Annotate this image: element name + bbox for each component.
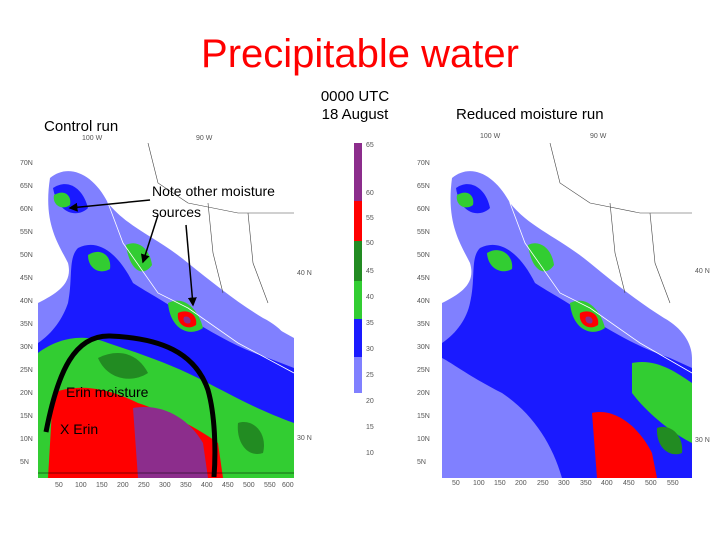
x-tick: 50 — [55, 482, 63, 489]
latitude-tick: 65N — [417, 183, 430, 190]
x-tick: 350 — [580, 480, 592, 487]
reduced-moisture-run-label: Reduced moisture run — [456, 106, 604, 123]
x-tick: 400 — [201, 482, 213, 489]
latitude-tick-right: 30 N — [695, 437, 710, 444]
x-tick: 150 — [494, 480, 506, 487]
colorbar-swatch — [354, 319, 362, 357]
precipitable-water-colorbar — [354, 143, 362, 477]
x-tick: 450 — [623, 480, 635, 487]
control-run-label: Control run — [44, 118, 119, 135]
colorbar-swatch — [354, 393, 362, 477]
latitude-tick: 30N — [417, 344, 430, 351]
colorbar-swatch — [354, 143, 362, 201]
latitude-tick: 65N — [20, 183, 33, 190]
latitude-tick: 5N — [20, 459, 29, 466]
latitude-tick-right: 40 N — [695, 268, 710, 275]
colorbar-label: 40 — [366, 294, 374, 301]
x-tick: 500 — [243, 482, 255, 489]
x-tick: 550 — [264, 482, 276, 489]
latitude-tick: 55N — [20, 229, 33, 236]
arrow-west-source — [68, 199, 151, 212]
longitude-tick: 90 W — [590, 133, 607, 140]
latitude-tick: 50N — [20, 252, 33, 259]
colorbar-swatch — [354, 357, 362, 393]
erin-moisture-label: Erin moisture — [66, 384, 149, 400]
colorbar-label: 25 — [366, 372, 374, 379]
x-tick: 250 — [537, 480, 549, 487]
latitude-tick: 70N — [417, 160, 430, 167]
valid-time: 0000 UTC 18 August — [320, 88, 390, 123]
colorbar-label: 20 — [366, 398, 374, 405]
latitude-tick: 45N — [20, 275, 33, 282]
longitude-tick: 100 W — [82, 135, 103, 142]
colorbar-swatch — [354, 201, 362, 241]
latitude-tick: 25N — [417, 367, 430, 374]
longitude-tick: 100 W — [480, 133, 501, 140]
latitude-tick: 10N — [20, 436, 33, 443]
x-tick: 550 — [667, 480, 679, 487]
x-tick: 100 — [75, 482, 87, 489]
colorbar-swatch — [354, 281, 362, 319]
x-tick: 400 — [601, 480, 613, 487]
latitude-tick: 40N — [20, 298, 33, 305]
colorbar-label: 10 — [366, 450, 374, 457]
colorbar-label: 30 — [366, 346, 374, 353]
latitude-tick-right: 40 N — [297, 270, 312, 277]
latitude-tick: 20N — [417, 390, 430, 397]
latitude-tick: 50N — [417, 252, 430, 259]
latitude-tick: 10N — [417, 436, 430, 443]
x-tick: 150 — [96, 482, 108, 489]
latitude-tick: 70N — [20, 160, 33, 167]
erin-moisture-arc — [43, 333, 218, 478]
x-tick: 600 — [282, 482, 294, 489]
x-tick: 100 — [473, 480, 485, 487]
colorbar-swatch — [354, 241, 362, 281]
latitude-tick: 5N — [417, 459, 426, 466]
colorbar-label: 50 — [366, 240, 374, 247]
x-tick: 450 — [222, 482, 234, 489]
x-tick: 200 — [515, 480, 527, 487]
latitude-tick: 45N — [417, 275, 430, 282]
latitude-tick: 20N — [20, 390, 33, 397]
latitude-tick: 60N — [417, 206, 430, 213]
latitude-tick: 35N — [20, 321, 33, 328]
erin-position-marker: X Erin — [60, 421, 99, 437]
latitude-tick: 15N — [417, 413, 430, 420]
control-run-map — [38, 143, 294, 478]
latitude-tick: 15N — [20, 413, 33, 420]
latitude-tick-right: 30 N — [297, 435, 312, 442]
x-tick: 200 — [117, 482, 129, 489]
colorbar-label: 65 — [366, 142, 374, 149]
x-tick: 300 — [159, 482, 171, 489]
latitude-tick: 30N — [20, 344, 33, 351]
colorbar-label: 55 — [366, 215, 374, 222]
page-title: Precipitable water — [201, 32, 519, 76]
x-tick: 300 — [558, 480, 570, 487]
colorbar-label: 60 — [366, 190, 374, 197]
arrow-central-source — [140, 214, 159, 264]
x-tick: 350 — [180, 482, 192, 489]
colorbar-label: 35 — [366, 320, 374, 327]
longitude-tick: 90 W — [196, 135, 213, 142]
colorbar-label: 15 — [366, 424, 374, 431]
x-tick: 50 — [452, 480, 460, 487]
arrow-east-source — [185, 224, 197, 307]
latitude-tick: 25N — [20, 367, 33, 374]
x-tick: 250 — [138, 482, 150, 489]
reduced-moisture-run-map — [442, 143, 692, 478]
latitude-tick: 40N — [417, 298, 430, 305]
colorbar-label: 45 — [366, 268, 374, 275]
latitude-tick: 60N — [20, 206, 33, 213]
note-other-moisture-label: Note other moisture sources — [152, 183, 275, 220]
x-tick: 500 — [645, 480, 657, 487]
latitude-tick: 35N — [417, 321, 430, 328]
latitude-tick: 55N — [417, 229, 430, 236]
